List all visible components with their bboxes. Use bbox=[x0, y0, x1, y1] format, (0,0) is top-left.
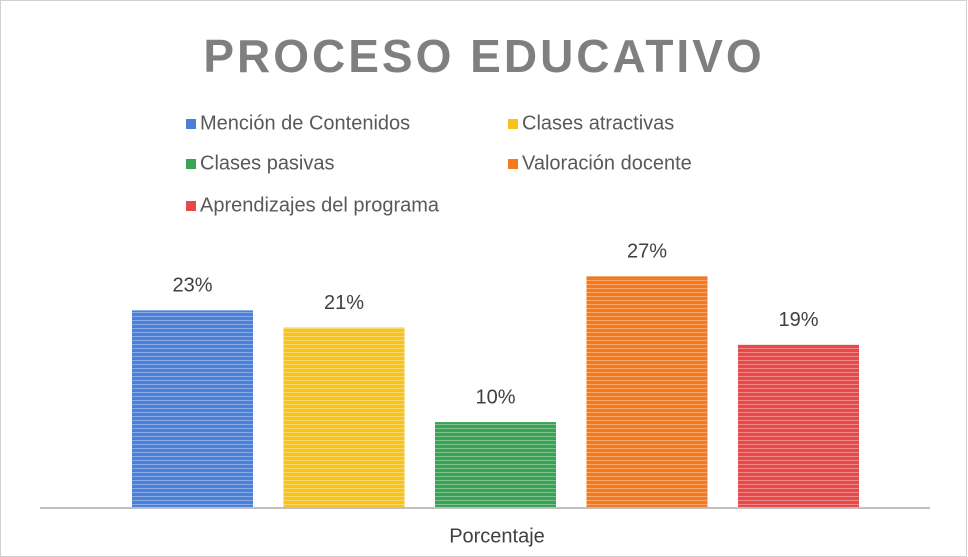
data-label: 27% bbox=[627, 240, 667, 262]
legend-label: Mención de Contenidos bbox=[200, 112, 410, 134]
x-tick-label: Porcentaje bbox=[449, 525, 545, 547]
data-label: 10% bbox=[475, 386, 515, 408]
data-label: 19% bbox=[778, 309, 818, 331]
legend-swatch bbox=[186, 201, 196, 211]
chart-title: PROCESO EDUCATIVO bbox=[203, 30, 764, 82]
legend-swatch bbox=[186, 159, 196, 169]
data-label: 21% bbox=[324, 292, 364, 314]
data-label: 23% bbox=[172, 275, 212, 297]
legend-swatch bbox=[508, 159, 518, 169]
bar bbox=[435, 422, 556, 508]
legend-label: Clases atractivas bbox=[522, 112, 674, 134]
bar bbox=[738, 344, 859, 508]
legend-swatch bbox=[508, 119, 518, 129]
bar bbox=[586, 276, 708, 508]
bar bbox=[283, 327, 405, 508]
legend-label: Aprendizajes del programa bbox=[200, 194, 440, 216]
legend-label: Clases pasivas bbox=[200, 152, 335, 174]
legend-label: Valoración docente bbox=[522, 152, 692, 174]
bar bbox=[132, 310, 253, 508]
legend-swatch bbox=[186, 119, 196, 129]
